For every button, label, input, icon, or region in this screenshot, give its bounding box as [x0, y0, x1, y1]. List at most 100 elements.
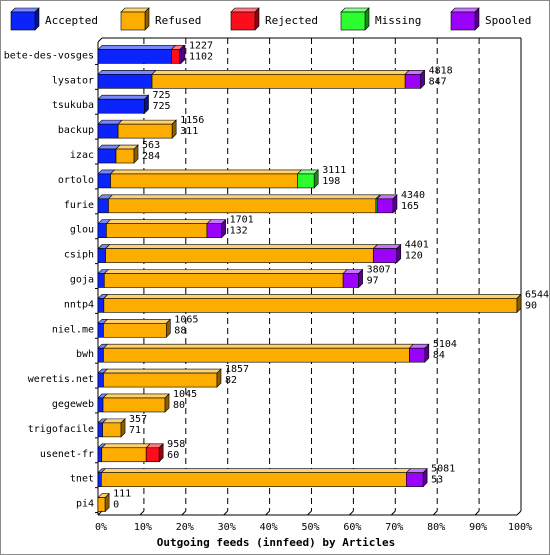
bar-side [144, 94, 149, 114]
bar-top-accepted [97, 45, 177, 50]
bar-side [171, 119, 177, 139]
x-tick [307, 510, 312, 516]
category-label: pi4 [76, 499, 94, 510]
x-tick [390, 510, 396, 516]
bar-side [420, 69, 425, 90]
category-label: bete-des-vosges [4, 50, 94, 61]
legend-swatch-side [364, 7, 370, 31]
legend-label-refused: Refused [155, 14, 201, 27]
bar-side [164, 393, 170, 413]
x-axis: 0% 10% 20% 30% 40% 50% 60% 70% 80% 90% 100% [95, 510, 532, 533]
x-tick [265, 510, 270, 516]
data-label-accepted: 284 [142, 151, 160, 162]
bar-segment-accepted [97, 148, 117, 164]
x-tick [474, 510, 480, 516]
bar-top-refused [109, 169, 303, 175]
category-label: bwh [76, 349, 94, 360]
bar-side [221, 218, 226, 239]
bar-side [133, 144, 139, 164]
bar-segment-accepted [97, 372, 104, 388]
bar-side [396, 243, 402, 264]
legend-swatch-missing [340, 11, 366, 31]
legend-swatch-top [230, 7, 260, 13]
x-tick-label: 100% [508, 522, 532, 533]
bar-side [120, 418, 126, 438]
bar-top-accepted [97, 94, 150, 100]
category-label: tsukuba [52, 100, 94, 111]
category-label: ortolo [58, 175, 94, 186]
data-label-total: 563 [142, 140, 160, 151]
bar-segment-refused [101, 447, 147, 463]
data-label-accepted: 80 [173, 400, 185, 411]
category-label: lysator [52, 75, 94, 86]
bar-segment-accepted [97, 198, 109, 214]
bar-segment-spooled [404, 74, 421, 89]
bar-segment-rejected [145, 447, 160, 463]
legend: Accepted Refused Rejected Missing Spooled [10, 7, 531, 31]
legend-swatch-side [254, 7, 260, 31]
bar-segment-refused [117, 123, 173, 139]
data-label-total: 5104 [433, 339, 457, 350]
x-tick-label: 40% [260, 522, 278, 533]
x-tick-label: 70% [385, 522, 403, 533]
data-label-accepted: 90 [525, 300, 537, 311]
data-label-total: 1045 [173, 389, 197, 400]
bar-side [180, 44, 186, 65]
data-label-accepted: 97 [367, 276, 379, 287]
data-label-accepted: 132 [230, 226, 248, 237]
bar-segment-rejected [171, 49, 181, 64]
legend-swatch-side [34, 7, 40, 31]
bar-segment-spooled [376, 198, 394, 214]
bar-top-refused [102, 343, 415, 349]
data-label-total: 1156 [180, 115, 204, 126]
data-label-total: 4818 [429, 65, 453, 76]
data-label-total: 111 [113, 489, 131, 500]
category-label: nntp4 [64, 299, 94, 310]
data-label-total: 4340 [401, 190, 425, 201]
data-label-total: 958 [167, 439, 185, 450]
bar-segment-spooled [342, 273, 359, 288]
bar-segment-missing [297, 173, 315, 189]
data-label-accepted: 1102 [189, 51, 213, 62]
bar-segment-refused [105, 248, 374, 263]
legend-label-missing: Missing [375, 14, 421, 27]
legend-swatch-top [340, 7, 370, 13]
bar-segment-accepted [97, 298, 105, 313]
bar-side [424, 343, 430, 363]
x-tick-label: 90% [469, 522, 487, 533]
plot-depth-edge [97, 37, 103, 43]
bar-segment-accepted [97, 273, 105, 288]
bar-side [313, 169, 319, 189]
category-label: csiph [64, 250, 94, 261]
data-label-accepted: 165 [401, 201, 419, 212]
data-label-total: 6544 [525, 289, 549, 300]
bar-segment-accepted [97, 98, 145, 114]
bar-top-refused [107, 194, 381, 200]
category-label: gegeweb [52, 399, 94, 410]
bar-segment-refused [106, 223, 208, 239]
bar-segment-refused [108, 198, 377, 214]
bar-top-accepted [97, 70, 157, 75]
bar-segment-spooled [206, 223, 222, 239]
bar-top-refused [105, 219, 212, 225]
bar-side [216, 368, 222, 388]
category-label: backup [58, 125, 94, 136]
data-label-accepted: 60 [167, 450, 179, 461]
legend-swatch-side [474, 7, 480, 31]
data-label-total: 3111 [322, 165, 346, 176]
x-tick-label: 0% [95, 522, 107, 533]
bar-segment-accepted [97, 123, 119, 139]
data-label-accepted: 71 [129, 425, 141, 436]
bar-segment-refused [110, 173, 298, 189]
data-label-accepted: 84 [433, 350, 445, 361]
legend-swatch-refused [120, 11, 146, 31]
category-label: tnet [70, 474, 94, 485]
bar-top-refused [102, 393, 170, 399]
bar-segment-spooled [409, 347, 426, 363]
data-label-total: 357 [129, 414, 147, 425]
bar-top-refused [104, 244, 379, 249]
category-label: trigofacile [28, 424, 94, 435]
bar-segment-refused [101, 472, 407, 487]
